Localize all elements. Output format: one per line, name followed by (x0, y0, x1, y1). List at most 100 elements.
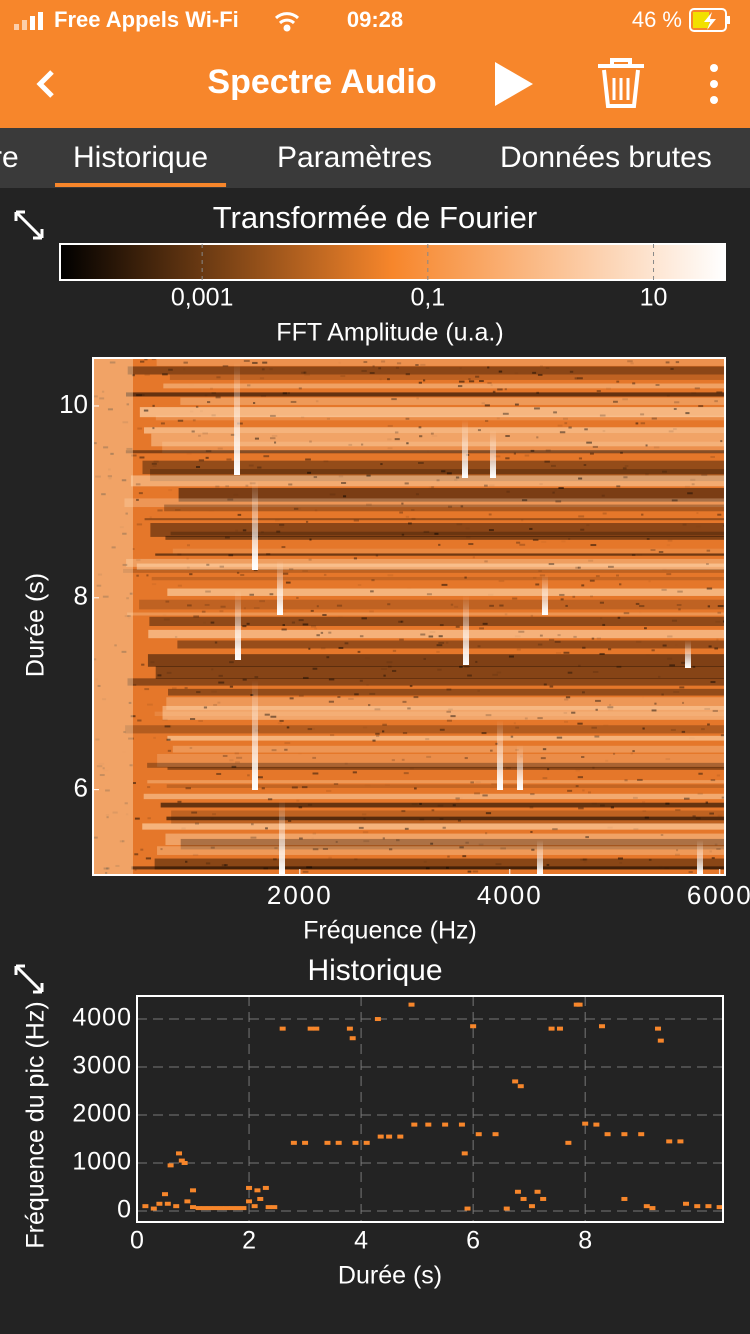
spectrogram-noise (132, 548, 135, 551)
point (683, 1201, 690, 1206)
spectrogram-noise (496, 417, 500, 420)
spectrogram-noise (305, 520, 309, 523)
spectrogram-noise (187, 604, 192, 607)
back-button[interactable] (36, 70, 54, 98)
spectrogram-noise (366, 474, 371, 477)
spectrogram-noise (310, 625, 317, 628)
spectrogram-noise (650, 549, 656, 552)
spectrogram-noise (253, 569, 258, 572)
spectrogram-noise (398, 620, 402, 623)
spectrogram-noise (500, 847, 506, 850)
point (514, 1189, 521, 1194)
spectrogram-noise (177, 553, 182, 556)
point (425, 1122, 432, 1127)
spectrogram-noise (242, 678, 247, 681)
spectrogram-noise (475, 781, 480, 783)
spectrogram-noise (263, 867, 269, 870)
spectrogram-noise (298, 387, 302, 390)
point (190, 1205, 197, 1210)
spectrogram-noise (574, 377, 578, 380)
spectrogram-noise (163, 618, 170, 621)
spectrogram-noise (714, 400, 718, 403)
spectrogram-noise (369, 610, 374, 613)
spectrogram-noise (706, 549, 711, 552)
spectrogram-noise (419, 435, 423, 438)
spectrogram-noise (151, 358, 156, 361)
tab[interactable]: re (0, 141, 19, 174)
spectrogram-noise (208, 510, 214, 512)
point (517, 1084, 524, 1089)
spectrogram-noise (414, 787, 417, 790)
point (234, 1206, 241, 1211)
spectrogram-noise (710, 455, 715, 458)
spectrogram-noise (183, 368, 185, 370)
spectrogram-noise (491, 783, 497, 786)
spectrogram-noise (186, 544, 190, 547)
spectrogram-noise (165, 600, 170, 603)
spectrogram-noise (484, 404, 490, 407)
spectrogram-noise (248, 464, 254, 467)
menu-button[interactable] (710, 64, 718, 104)
spectrogram-noise (487, 366, 490, 369)
spectrogram-noise (661, 588, 667, 591)
spectrogram-noise (387, 574, 394, 577)
spectrogram-noise (269, 593, 274, 596)
spectrogram-noise (513, 452, 516, 455)
spectrogram-noise (674, 401, 680, 404)
spectrogram-noise (383, 674, 386, 677)
spectrogram-noise (305, 458, 311, 461)
point (162, 1192, 169, 1197)
point (335, 1140, 342, 1145)
point (464, 1206, 471, 1211)
spectrogram-noise (426, 593, 432, 596)
spectrogram-noise (401, 533, 405, 536)
spectrogram-noise (418, 461, 424, 464)
tab[interactable]: Paramètres (277, 141, 432, 174)
spectrogram-noise (568, 537, 571, 540)
y-tick-label: 6 (74, 773, 88, 803)
expand-icon[interactable] (14, 210, 44, 240)
spectrogram-noise (243, 607, 246, 610)
spectrogram-noise (496, 671, 502, 674)
point (534, 1189, 541, 1194)
play-button[interactable] (495, 62, 533, 106)
spectrogram-noise (122, 840, 125, 843)
colorbar-label: FFT Amplitude (u.a.) (276, 319, 503, 347)
spectrogram-noise (524, 717, 528, 720)
spectrogram-noise (260, 395, 267, 398)
spectrogram-noise (307, 728, 313, 731)
point (229, 1206, 236, 1211)
spectrogram-noise (107, 408, 113, 411)
spectrogram-noise (706, 563, 709, 566)
spectrogram-noise (143, 409, 149, 412)
spectrogram-noise (564, 720, 569, 723)
expand-icon[interactable] (14, 964, 44, 994)
chart-title: Historique (307, 954, 442, 987)
spectrogram-noise (105, 813, 110, 816)
spectrogram-noise (153, 736, 156, 739)
tab[interactable]: Données brutes (500, 141, 712, 174)
x-axis-label: Fréquence (Hz) (303, 917, 477, 945)
spectrogram-noise (596, 637, 602, 640)
spectrogram-noise (682, 523, 687, 526)
spectrogram-noise (211, 690, 217, 693)
spectrogram-noise (717, 605, 724, 608)
spectrogram-noise (279, 719, 284, 722)
spectrogram-band (178, 488, 725, 502)
spectrogram-noise (543, 683, 547, 686)
x-tick-label: 6000 (687, 880, 750, 910)
tab[interactable]: Historique (73, 141, 208, 174)
spectrogram-noise (484, 419, 489, 422)
spectrogram-noise (145, 857, 152, 860)
spectrogram-noise (454, 605, 459, 608)
spectrogram-noise (328, 856, 332, 859)
spectrogram-noise (616, 485, 621, 488)
spectrogram-noise (188, 384, 194, 386)
spectrogram-noise (515, 372, 519, 374)
battery-level: 46 % (632, 7, 682, 32)
spectrogram-noise (127, 615, 131, 618)
spectrogram-noise (530, 614, 534, 617)
delete-button[interactable] (598, 58, 644, 108)
spectrogram-noise (536, 391, 539, 394)
